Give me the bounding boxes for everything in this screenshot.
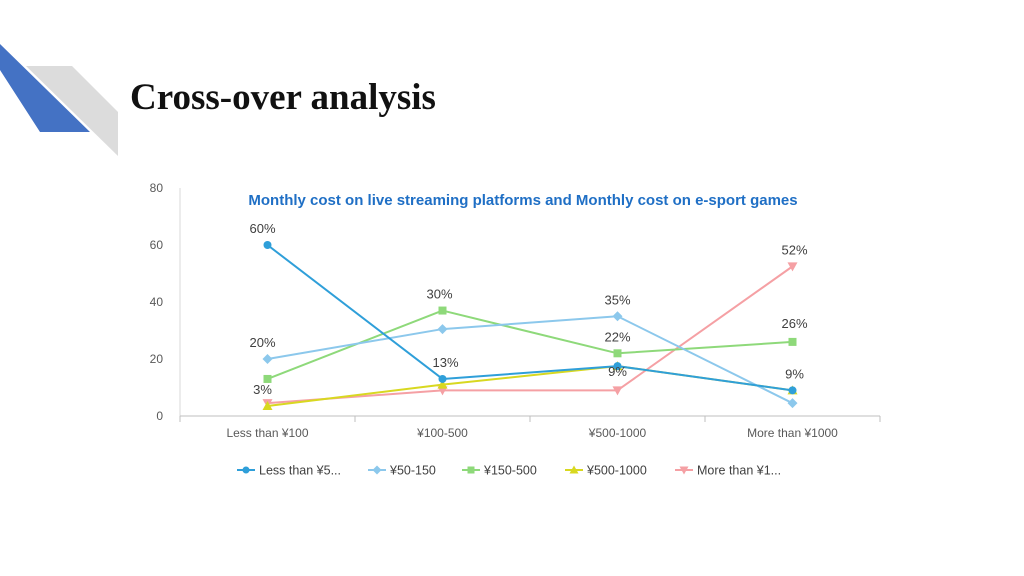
data-label: 26% [781, 316, 807, 331]
x-tick-label: More than ¥1000 [747, 426, 838, 440]
chart-legend[interactable]: Less than ¥5... ¥50-150 ¥150-500 ¥500-1000 M… [237, 464, 781, 478]
data-point [262, 354, 273, 364]
data-label: 60% [249, 221, 275, 236]
legend-marker [679, 466, 689, 475]
legend-item-2[interactable]: ¥150-500 [462, 464, 537, 478]
legend-item-1[interactable]: ¥50-150 [368, 464, 436, 478]
legend-item-0[interactable]: Less than ¥5... [237, 464, 341, 478]
y-tick-label: 80 [150, 181, 164, 195]
series-line [266, 244, 793, 392]
x-tick-label: Less than ¥100 [226, 426, 308, 440]
legend-item-3[interactable]: ¥500-1000 [565, 464, 647, 478]
series-line [267, 315, 793, 405]
data-label: 52% [781, 242, 807, 257]
legend-label: More than ¥1... [697, 464, 781, 478]
series-0 [263, 241, 797, 395]
data-point [438, 306, 447, 315]
chart-series [262, 241, 798, 411]
series-4 [262, 262, 798, 409]
legend-label: ¥50-150 [389, 464, 436, 478]
corner-gray-stripe [26, 66, 118, 156]
legend-label: ¥150-500 [483, 464, 537, 478]
data-point [438, 374, 447, 383]
data-point [613, 349, 622, 358]
chart-data-labels: 60% 20% 3% 30% 13% 35% 22% 9% 52% 26% 9% [249, 221, 807, 397]
data-label: 3% [253, 382, 272, 397]
data-point [612, 386, 623, 396]
legend-item-4[interactable]: More than ¥1... [675, 464, 781, 478]
slide-title: Cross-over analysis [130, 77, 436, 118]
corner-decoration [0, 44, 118, 156]
data-point [263, 241, 272, 249]
data-label: 22% [604, 329, 630, 344]
data-point [612, 311, 623, 322]
data-label: 9% [785, 366, 804, 381]
legend-marker [242, 466, 250, 474]
corner-blue-stripe [0, 44, 90, 132]
x-tick-label: ¥100-500 [416, 426, 468, 440]
y-tick-label: 60 [150, 238, 164, 252]
data-point [787, 262, 798, 272]
series-line [267, 265, 794, 405]
data-label: 13% [432, 355, 458, 370]
y-tick-label: 0 [156, 409, 163, 423]
legend-marker [569, 465, 579, 474]
series-1 [262, 311, 798, 409]
chart-axes: 0 20 40 60 80 Less than ¥100 ¥100-500 ¥500-1000… [150, 181, 881, 440]
legend-label: ¥500-1000 [586, 464, 647, 478]
data-point [787, 398, 798, 409]
y-tick-label: 40 [150, 295, 164, 309]
data-point [788, 386, 797, 395]
data-point [262, 401, 273, 411]
x-tick-label: ¥500-1000 [588, 426, 647, 440]
legend-label: Less than ¥5... [259, 464, 341, 478]
legend-marker [372, 465, 382, 475]
data-point [788, 337, 797, 346]
data-label: 35% [604, 292, 630, 307]
data-point [263, 374, 272, 383]
y-tick-label: 20 [150, 352, 164, 366]
data-point [437, 379, 448, 389]
data-label: 20% [249, 335, 275, 350]
data-label: 9% [608, 364, 627, 379]
chart-title: Monthly cost on live streaming platforms… [248, 192, 797, 209]
data-point [437, 324, 448, 335]
data-label: 30% [426, 287, 452, 302]
legend-marker [467, 466, 475, 474]
series-3 [262, 361, 798, 411]
series-2 [263, 306, 797, 383]
data-point [613, 362, 622, 371]
